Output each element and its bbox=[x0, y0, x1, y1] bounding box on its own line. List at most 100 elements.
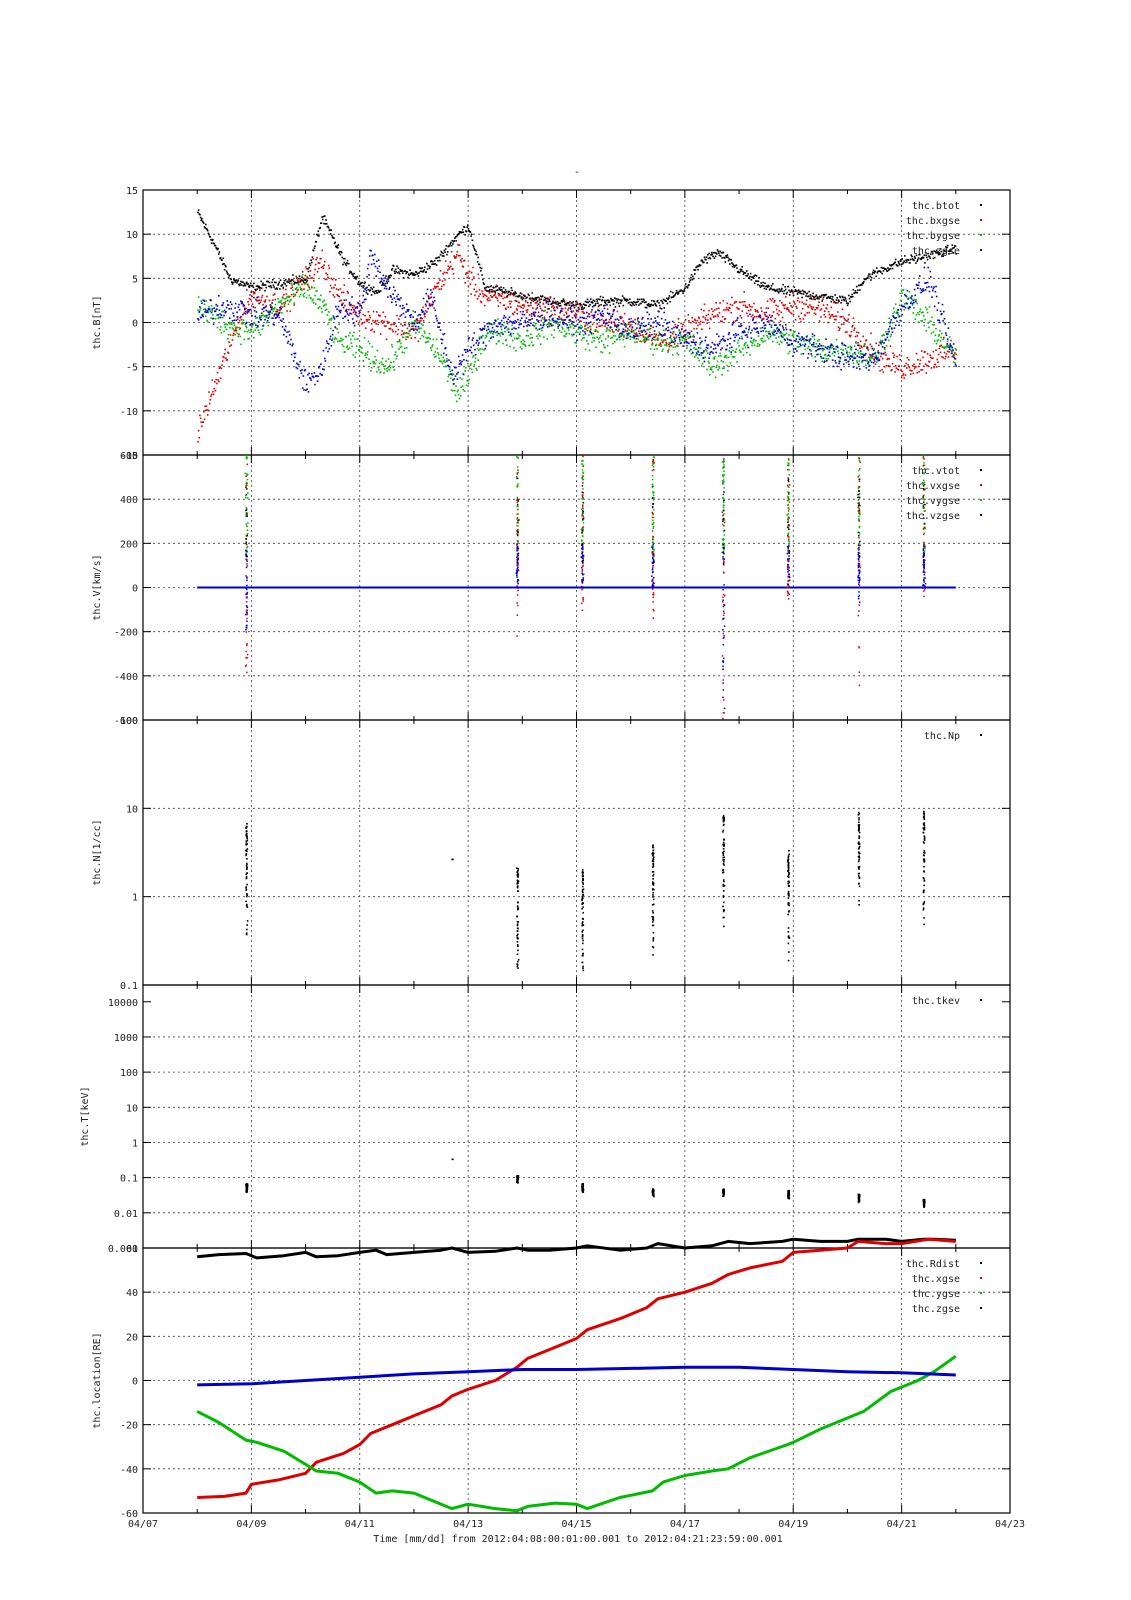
data-point bbox=[370, 286, 372, 289]
data-point bbox=[790, 339, 792, 342]
data-point bbox=[480, 301, 483, 304]
data-point bbox=[257, 326, 259, 328]
data-point bbox=[902, 262, 904, 265]
data-point bbox=[453, 378, 455, 380]
data-point bbox=[669, 331, 672, 334]
data-point bbox=[368, 255, 371, 257]
data-point bbox=[337, 244, 340, 246]
data-point bbox=[437, 353, 440, 356]
data-point bbox=[446, 358, 448, 360]
data-point bbox=[200, 300, 202, 302]
data-point bbox=[501, 331, 504, 334]
data-point bbox=[679, 340, 681, 342]
data-point bbox=[682, 323, 684, 326]
data-point bbox=[641, 331, 643, 333]
data-point bbox=[420, 319, 422, 322]
data-point bbox=[523, 325, 525, 328]
data-point bbox=[258, 299, 260, 301]
data-point bbox=[207, 232, 210, 235]
data-point bbox=[878, 359, 881, 362]
data-point bbox=[787, 307, 789, 309]
data-point bbox=[861, 356, 863, 358]
data-point bbox=[924, 350, 926, 353]
data-point bbox=[820, 355, 822, 358]
data-point bbox=[277, 301, 280, 304]
data-point bbox=[443, 255, 445, 257]
data-point bbox=[904, 306, 907, 309]
data-point bbox=[611, 329, 613, 331]
data-point bbox=[385, 338, 388, 341]
data-point bbox=[725, 348, 728, 351]
data-point bbox=[742, 347, 744, 350]
data-point bbox=[582, 310, 584, 313]
data-point bbox=[218, 253, 220, 255]
data-point bbox=[567, 307, 570, 309]
data-point bbox=[208, 233, 210, 236]
data-point bbox=[549, 296, 552, 298]
data-point bbox=[857, 331, 860, 334]
data-point bbox=[254, 306, 256, 309]
data-point bbox=[781, 316, 784, 319]
data-point bbox=[220, 332, 223, 334]
data-point bbox=[248, 337, 251, 340]
data-point bbox=[396, 298, 399, 300]
data-point bbox=[392, 265, 395, 267]
data-point bbox=[809, 294, 812, 296]
data-point bbox=[406, 327, 409, 330]
data-point bbox=[298, 281, 300, 284]
data-point bbox=[331, 333, 334, 336]
data-point bbox=[850, 349, 853, 351]
data-point bbox=[286, 331, 288, 333]
data-point bbox=[881, 339, 884, 342]
data-point bbox=[705, 346, 708, 349]
data-point bbox=[340, 251, 343, 254]
data-point bbox=[831, 298, 833, 300]
data-point bbox=[844, 356, 846, 359]
data-point bbox=[555, 322, 558, 324]
data-point bbox=[774, 324, 776, 326]
data-point bbox=[673, 343, 676, 345]
data-point bbox=[499, 335, 502, 337]
data-point bbox=[425, 271, 427, 273]
data-point bbox=[524, 321, 527, 324]
data-point bbox=[410, 313, 413, 316]
data-point bbox=[617, 298, 619, 300]
data-point bbox=[889, 321, 892, 323]
data-point bbox=[242, 285, 245, 287]
data-point bbox=[204, 311, 206, 313]
data-point bbox=[457, 389, 459, 392]
data-point bbox=[469, 283, 472, 285]
data-point bbox=[922, 256, 925, 259]
data-point bbox=[305, 389, 307, 391]
data-point bbox=[400, 345, 403, 348]
data-point bbox=[888, 358, 890, 360]
data-point bbox=[341, 343, 344, 346]
data-point bbox=[580, 339, 583, 341]
data-point bbox=[310, 259, 312, 261]
data-point bbox=[530, 299, 533, 302]
data-point bbox=[604, 319, 607, 321]
data-point bbox=[863, 281, 865, 283]
data-point bbox=[862, 282, 864, 285]
data-point bbox=[807, 357, 809, 359]
data-point bbox=[922, 288, 924, 290]
data-point bbox=[427, 295, 429, 297]
data-point bbox=[249, 324, 251, 326]
data-point bbox=[282, 286, 284, 289]
data-point bbox=[881, 272, 883, 275]
data-point bbox=[244, 472, 247, 475]
data-point bbox=[529, 319, 532, 321]
data-point bbox=[637, 323, 639, 325]
data-point bbox=[206, 229, 209, 232]
data-point bbox=[357, 301, 359, 304]
data-point bbox=[260, 287, 263, 290]
data-point bbox=[912, 312, 915, 314]
data-point bbox=[576, 339, 578, 341]
data-point bbox=[709, 351, 712, 354]
data-point bbox=[476, 347, 479, 350]
data-point bbox=[218, 295, 220, 297]
data-point bbox=[771, 331, 773, 333]
data-point bbox=[479, 266, 481, 269]
data-point bbox=[955, 353, 957, 356]
data-point bbox=[510, 321, 513, 323]
